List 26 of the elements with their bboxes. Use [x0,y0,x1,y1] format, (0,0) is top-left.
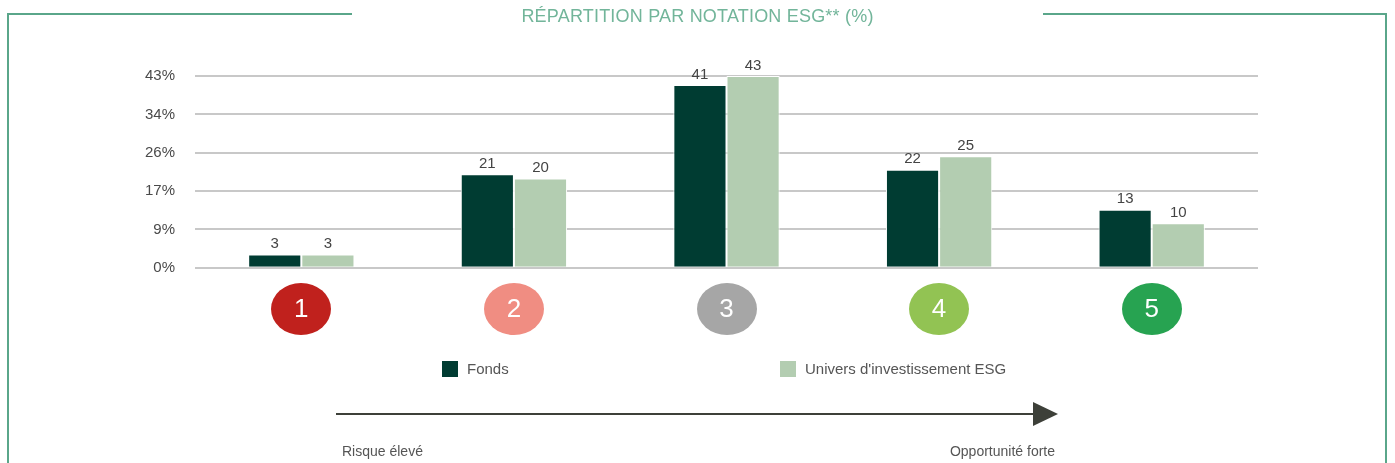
data-label: 21 [479,153,496,171]
chart-title: RÉPARTITION PAR NOTATION ESG** (%) [521,5,874,28]
data-label: 20 [532,158,549,176]
x-tick-label: 2 [506,292,522,323]
text: Opportunité forte [949,443,1055,459]
y-tick-label: 0% [153,257,176,275]
x-tick-label: 1 [294,292,309,323]
y-tick-label: 26% [144,142,176,160]
data-label: 43 [744,55,762,73]
text: Risque élevé [342,443,423,459]
y-tick-label: 9% [153,219,176,237]
data-label: 10 [1169,202,1187,220]
data-label: 13 [1116,189,1134,207]
data-label: 22 [904,149,921,167]
data-label: 25 [957,135,975,153]
data-label: 3 [270,234,279,252]
y-tick-label: 17% [144,181,176,199]
legend-label: Fonds [467,360,509,377]
y-tick-label: 43% [144,66,176,84]
data-label: 41 [691,64,709,82]
data-label: 3 [323,234,333,252]
x-tick-label: 3 [719,292,734,323]
y-tick-label: 34% [144,104,176,122]
legend-label: Univers d'investissement ESG [805,360,1007,377]
x-tick-label: 5 [1144,292,1159,323]
x-tick-label: 4 [931,292,947,323]
